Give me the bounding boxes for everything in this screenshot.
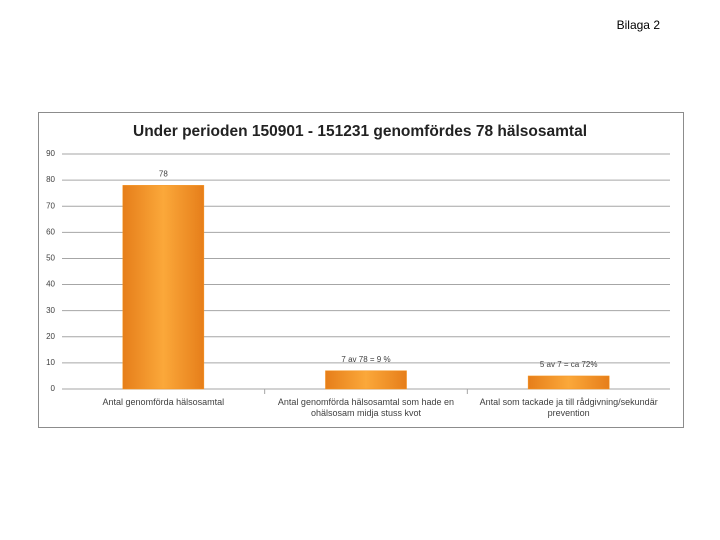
y-tick-label: 10 [46, 358, 55, 367]
x-tick-label: Antal genomförda hälsosamtal [102, 397, 225, 407]
x-tick-label: Antal genomförda hälsosamtal som hade en… [277, 397, 455, 418]
data-label: 5 av 7 = ca 72% [540, 360, 598, 369]
data-label: 78 [159, 169, 168, 178]
y-tick-label: 0 [51, 384, 56, 393]
y-tick-label: 30 [46, 306, 55, 315]
page-header: Bilaga 2 [616, 18, 660, 32]
x-tick-label: Antal som tackade ja till rådgivning/sek… [479, 397, 658, 418]
y-tick-label: 20 [46, 332, 55, 341]
y-tick-label: 40 [46, 280, 55, 289]
chart-title: Under perioden 150901 - 151231 genomförd… [133, 123, 587, 140]
data-label: 7 av 78 = 9 % [341, 355, 390, 364]
bar [325, 370, 407, 390]
y-tick-label: 80 [46, 175, 55, 184]
y-tick-label: 70 [46, 201, 55, 210]
y-tick-label: 90 [46, 149, 55, 158]
bar [122, 185, 205, 390]
y-tick-label: 60 [46, 227, 55, 236]
y-tick-label: 50 [46, 254, 55, 263]
bar [527, 375, 610, 390]
